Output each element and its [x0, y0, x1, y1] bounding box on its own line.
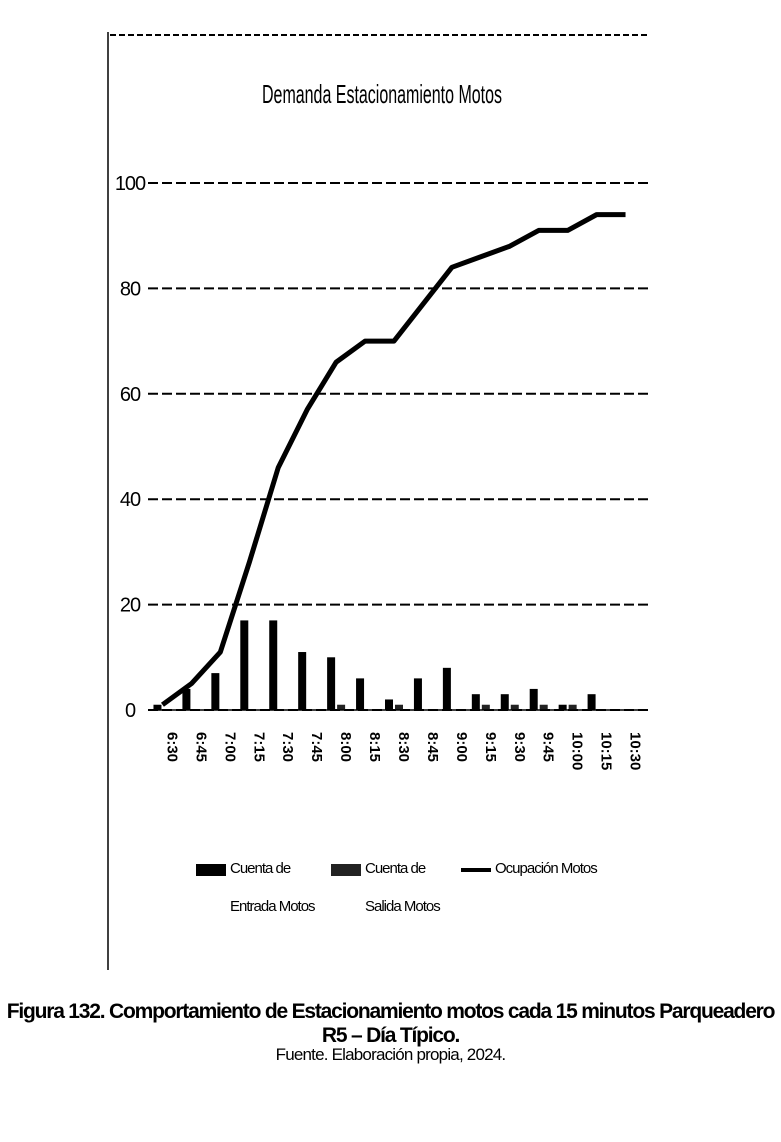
- y-tick-label: 80: [120, 278, 141, 300]
- x-tick-label: 8:15: [366, 732, 383, 762]
- bar: [240, 620, 249, 710]
- legend-swatch: [331, 864, 361, 876]
- chart-title: Demanda Estacionamiento Motos: [262, 79, 502, 109]
- x-tick-label: 8:00: [337, 732, 354, 762]
- bar: [337, 704, 346, 710]
- x-tick-label: 10:30: [627, 732, 644, 770]
- bar: [182, 688, 191, 710]
- bar: [413, 678, 422, 710]
- y-tick-label: 100: [115, 173, 146, 195]
- chart: Demanda Estacionamiento Motos 0 20 40 60 80 1…: [107, 32, 652, 970]
- legend-swatch: [196, 864, 226, 876]
- bar: [395, 704, 403, 710]
- bar: [500, 694, 509, 710]
- legend-item: Ocupación Motos: [461, 850, 605, 888]
- bar: [558, 704, 567, 710]
- y-tick-label: 40: [120, 489, 141, 511]
- legend-item: Cuenta de Salida Motos: [331, 850, 460, 926]
- x-tick-label: 7:15: [250, 732, 267, 762]
- bar: [442, 667, 451, 710]
- x-tick-label: 8:30: [395, 732, 412, 762]
- bar: [568, 704, 577, 710]
- x-tick-label: 9:15: [482, 732, 499, 762]
- bar: [510, 704, 519, 710]
- bar: [327, 657, 336, 710]
- x-tick-label: 7:30: [279, 732, 296, 762]
- bar: [529, 688, 538, 710]
- bar: [153, 704, 162, 710]
- y-tick-label: 0: [125, 700, 136, 722]
- x-tick-label: 8:45: [424, 732, 441, 762]
- x-tick-label: 9:00: [453, 732, 470, 762]
- legend-label: Cuenta de Salida Motos: [365, 860, 441, 915]
- bar: [356, 678, 365, 710]
- source: Fuente. Elaboración propia, 2024.: [275, 1045, 507, 1064]
- bar: [539, 704, 548, 710]
- legend-item: Cuenta de Entrada Motos: [196, 850, 325, 926]
- bar: [587, 694, 596, 710]
- legend-label: Cuenta de Entrada Motos: [230, 860, 316, 915]
- bar: [471, 694, 480, 710]
- bar: [269, 620, 278, 710]
- x-tick-label: 9:30: [511, 732, 528, 762]
- legend-swatch: [461, 868, 491, 872]
- x-tick-label: 7:00: [221, 732, 238, 762]
- bar: [481, 704, 490, 710]
- x-tick-label: 10:00: [569, 732, 586, 770]
- y-tick-label: 60: [120, 384, 141, 406]
- line: [160, 212, 626, 707]
- x-tick-label: 10:15: [598, 732, 615, 770]
- caption: Figura 132. Comportamiento de Estacionam…: [6, 1000, 776, 1047]
- bar: [298, 652, 307, 710]
- y-tick-label: 20: [120, 595, 141, 617]
- x-tick-label: 9:45: [540, 732, 557, 762]
- x-tick-label: 7:45: [308, 732, 325, 762]
- bar: [385, 699, 393, 710]
- legend-label: Ocupación Motos: [495, 860, 598, 877]
- bar: [211, 673, 220, 710]
- x-tick-label: 6:45: [192, 732, 209, 762]
- x-tick-label: 6:30: [163, 732, 180, 762]
